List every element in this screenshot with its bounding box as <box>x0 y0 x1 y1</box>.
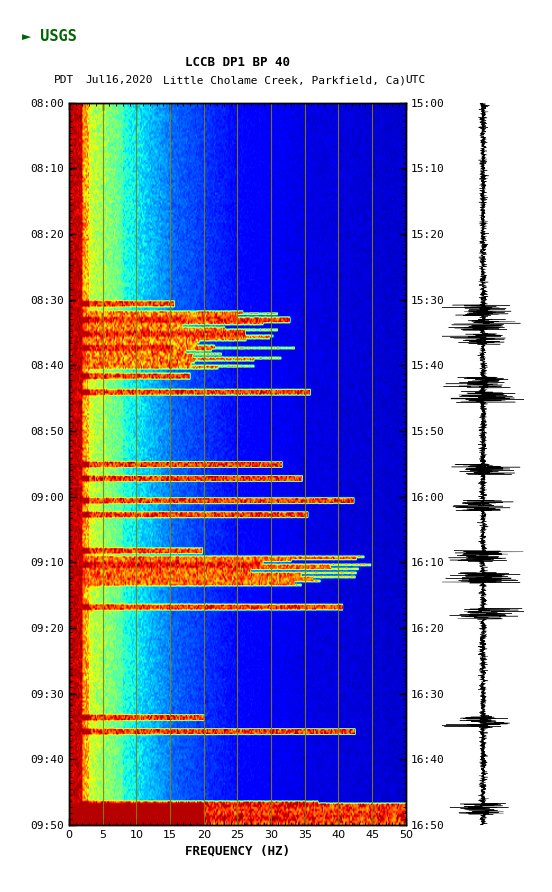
Text: Little Cholame Creek, Parkfield, Ca): Little Cholame Creek, Parkfield, Ca) <box>163 75 406 86</box>
Text: UTC: UTC <box>406 75 426 86</box>
Text: PDT: PDT <box>54 75 75 86</box>
X-axis label: FREQUENCY (HZ): FREQUENCY (HZ) <box>185 844 290 857</box>
Text: Jul16,2020: Jul16,2020 <box>86 75 153 86</box>
Text: LCCB DP1 BP 40: LCCB DP1 BP 40 <box>185 56 290 69</box>
Text: ► USGS: ► USGS <box>22 29 77 44</box>
